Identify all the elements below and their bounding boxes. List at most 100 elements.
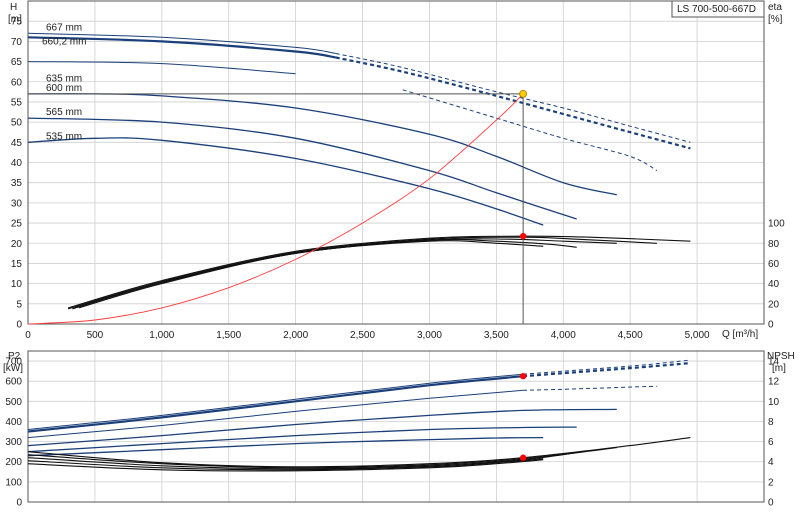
npsh-tick-label: 14 <box>768 357 780 368</box>
y-right-unit: [%] <box>768 14 783 25</box>
duty-point-npsh <box>519 454 527 461</box>
y-right-tick-label: 60 <box>768 259 780 270</box>
x-tick-label: 500 <box>87 330 104 341</box>
y-left-tick-label: 30 <box>11 198 23 209</box>
npsh-curve-4 <box>27 459 544 472</box>
npsh-curve-3 <box>27 458 544 471</box>
bottom-plot-frame <box>27 350 765 503</box>
x-tick-label: 2,500 <box>350 330 375 341</box>
head-curve-4 <box>27 117 577 220</box>
npsh-tick-label: 2 <box>768 477 774 488</box>
p2-tick-label: 500 <box>5 397 22 408</box>
power-curve-5 <box>27 436 544 457</box>
bottom-axis-ticks: 0 100 200 300 400 500 600 700 0 2 4 6 8 10 12 14 <box>5 357 779 509</box>
npsh-curve-1 <box>27 447 617 469</box>
x-tick-label: 0 <box>25 330 31 341</box>
y-left-tick-label: 10 <box>11 279 23 290</box>
head-curve-label: 565 mm <box>46 107 82 118</box>
npsh-tick-label: 12 <box>768 377 780 388</box>
eta-curve-4 <box>78 240 544 309</box>
y-left-tick-label: 70 <box>11 37 23 48</box>
x-tick-label: 4,000 <box>551 330 576 341</box>
y-left-label: H <box>10 2 17 13</box>
top-axis-ticks: 0 500 1,000 1,500 2,000 2,500 3,000 3,500 4,000 4… <box>11 17 785 341</box>
power-curve-0 <box>27 373 524 430</box>
npsh-tick-label: 4 <box>768 457 774 468</box>
y-right-label: eta <box>768 2 782 13</box>
power-curve-1-extended <box>523 362 691 378</box>
y-left-tick-label: 20 <box>11 239 23 250</box>
y-right-tick-label: 0 <box>768 320 774 331</box>
npsh-tick-label: 10 <box>768 397 780 408</box>
p2-tick-label: 300 <box>5 437 22 448</box>
top-axis-labels: H [m] eta [%] Q [m³/h] <box>8 2 783 340</box>
p2-tick-label: 600 <box>5 377 22 388</box>
p2-tick-label: 0 <box>16 498 22 509</box>
power-curve-2 <box>27 389 524 439</box>
y-left-tick-label: 65 <box>11 57 23 68</box>
p2-label: P2 <box>8 351 21 362</box>
head-curve-0-extended <box>335 53 691 143</box>
x-tick-label: 3,000 <box>417 330 442 341</box>
eta-curve-3 <box>74 238 577 309</box>
p2-tick-label: 400 <box>5 417 22 428</box>
x-tick-label: 1,000 <box>149 330 174 341</box>
x-axis-label: Q [m³/h] <box>722 329 758 340</box>
y-left-tick-label: 5 <box>16 299 22 310</box>
y-left-unit: [m] <box>8 14 22 25</box>
power-curve-0-extended <box>523 359 691 375</box>
top-plot-frame <box>27 0 765 325</box>
p2-tick-label: 700 <box>5 357 22 368</box>
npsh-label: NPSH <box>767 351 795 362</box>
bottom-chart-series <box>27 359 691 472</box>
head-curve-1-extended <box>335 56 691 150</box>
npsh-tick-label: 6 <box>768 437 774 448</box>
y-left-tick-label: 60 <box>11 77 23 88</box>
y-left-tick-label: 35 <box>11 178 23 189</box>
duty-point-eta <box>519 232 527 240</box>
power-curve-1 <box>27 375 524 433</box>
head-curve-label: 635 mm <box>46 74 82 85</box>
npsh-tick-label: 0 <box>768 498 774 509</box>
y-right-tick-label: 80 <box>768 239 780 250</box>
top-chart-grid <box>28 1 764 324</box>
x-tick-label: 4,500 <box>618 330 643 341</box>
y-right-tick-label: 20 <box>768 299 780 310</box>
bottom-chart-grid <box>28 351 764 502</box>
bottom-axis-labels: P2 [kW] NPSH [m] <box>3 351 795 374</box>
npsh-tick-label: 8 <box>768 417 774 428</box>
head-curve-5 <box>27 137 544 226</box>
eta-curve-0 <box>67 235 691 309</box>
y-right-tick-label: 100 <box>768 219 785 230</box>
duty-point-markers <box>28 89 528 461</box>
p2-unit: [kW] <box>3 363 23 374</box>
top-chart-series <box>27 32 691 325</box>
head-curve-label: 600 mm <box>46 83 82 94</box>
p2-tick-label: 200 <box>5 457 22 468</box>
head-curve-0 <box>27 32 336 54</box>
x-tick-label: 5,000 <box>685 330 710 341</box>
x-tick-label: 1,500 <box>216 330 241 341</box>
chart-title: LS 700-500-667D <box>677 4 756 15</box>
y-left-tick-label: 55 <box>11 97 23 108</box>
head-curve-label: 667 mm <box>46 22 82 33</box>
npsh-unit: [m] <box>772 363 786 374</box>
chart-title-box: LS 700-500-667D <box>671 0 765 18</box>
power-curve-4 <box>27 426 577 453</box>
head-curve-label: 535 mm <box>46 131 82 142</box>
y-left-tick-label: 45 <box>11 138 23 149</box>
duty-point-head <box>519 89 528 98</box>
y-left-tick-label: 0 <box>16 320 22 331</box>
x-tick-label: 2,000 <box>283 330 308 341</box>
head-curve-2 <box>27 61 296 75</box>
system-curve <box>27 93 524 325</box>
y-left-tick-label: 50 <box>11 118 23 129</box>
y-left-tick-label: 25 <box>11 219 23 230</box>
p2-tick-label: 100 <box>5 477 22 488</box>
power-curve-3 <box>27 408 617 447</box>
head-curve-1 <box>27 36 336 59</box>
y-left-tick-label: 40 <box>11 158 23 169</box>
y-left-tick-label: 75 <box>11 17 23 28</box>
